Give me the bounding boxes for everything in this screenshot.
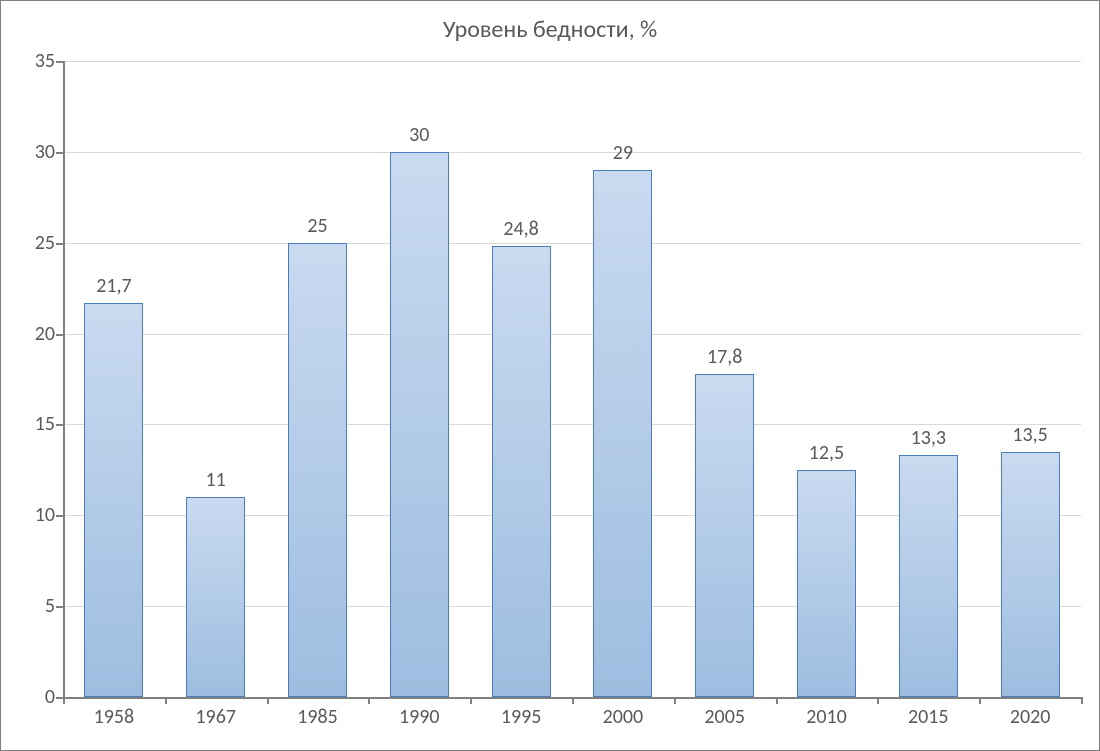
x-tick-label: 1967 [165,705,267,729]
plot-area: 0510152025303521,71958111967251985301990… [63,61,1081,697]
bar: 13,3 [899,455,958,697]
bar-value-label: 11 [187,468,244,492]
x-tick-label: 1995 [470,705,572,729]
x-tick-label: 2020 [979,705,1081,729]
chart-title: Уровень бедности, % [1,15,1099,44]
y-tick-label: 0 [11,685,55,709]
x-tick-mark [368,697,370,704]
bar-slot: 11 [165,61,267,697]
x-tick-label: 2005 [674,705,776,729]
y-tick-label: 30 [11,140,55,164]
bar: 30 [390,152,449,697]
bar-value-label: 30 [391,123,448,147]
bar: 17,8 [695,374,754,697]
x-tick-label: 1958 [63,705,165,729]
x-tick-mark [776,697,778,704]
x-tick-label: 2010 [776,705,878,729]
bar-value-label: 12,5 [798,441,855,465]
x-tick-mark [165,697,167,704]
x-tick-mark [63,697,65,704]
x-tick-mark [979,697,981,704]
x-tick-mark [674,697,676,704]
bar: 29 [593,170,652,697]
x-tick-label: 1990 [368,705,470,729]
bar: 25 [288,243,347,697]
bar: 24,8 [492,246,551,697]
bar-slot: 12,5 [776,61,878,697]
bar-value-label: 25 [289,214,346,238]
x-tick-mark [572,697,574,704]
bar-value-label: 24,8 [493,217,550,241]
bar: 13,5 [1001,452,1060,697]
bar-value-label: 29 [594,141,651,165]
x-tick-mark [877,697,879,704]
y-tick-label: 35 [11,49,55,73]
y-tick-mark [56,334,63,336]
x-tick-label: 2015 [877,705,979,729]
bar-value-label: 17,8 [696,345,753,369]
x-tick-label: 1985 [267,705,369,729]
chart-container: Уровень бедности, % 0510152025303521,719… [0,0,1100,751]
bar-slot: 17,8 [674,61,776,697]
x-tick-mark [470,697,472,704]
y-tick-mark [56,606,63,608]
y-tick-mark [56,152,63,154]
bar-slot: 21,7 [63,61,165,697]
y-tick-mark [56,424,63,426]
y-tick-label: 20 [11,322,55,346]
bar-value-label: 13,3 [900,426,957,450]
bar-slot: 13,5 [979,61,1081,697]
bar-value-label: 13,5 [1002,423,1059,447]
y-tick-mark [56,61,63,63]
y-tick-mark [56,515,63,517]
bar-slot: 13,3 [877,61,979,697]
bar: 21,7 [84,303,143,697]
bar-slot: 29 [572,61,674,697]
bar: 12,5 [797,470,856,697]
y-tick-label: 25 [11,231,55,255]
y-tick-mark [56,243,63,245]
x-tick-mark [1081,697,1083,704]
y-tick-label: 15 [11,412,55,436]
bar-slot: 24,8 [470,61,572,697]
bar-value-label: 21,7 [85,274,142,298]
bar-slot: 25 [267,61,369,697]
x-tick-mark [267,697,269,704]
y-tick-mark [56,697,63,699]
x-tick-label: 2000 [572,705,674,729]
y-tick-label: 10 [11,503,55,527]
bar-slot: 30 [368,61,470,697]
y-tick-label: 5 [11,594,55,618]
bar: 11 [186,497,245,697]
